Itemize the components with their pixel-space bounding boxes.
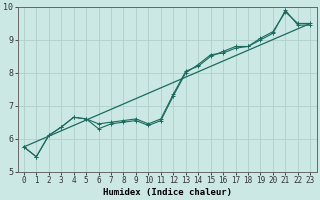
X-axis label: Humidex (Indice chaleur): Humidex (Indice chaleur) [103, 188, 232, 197]
